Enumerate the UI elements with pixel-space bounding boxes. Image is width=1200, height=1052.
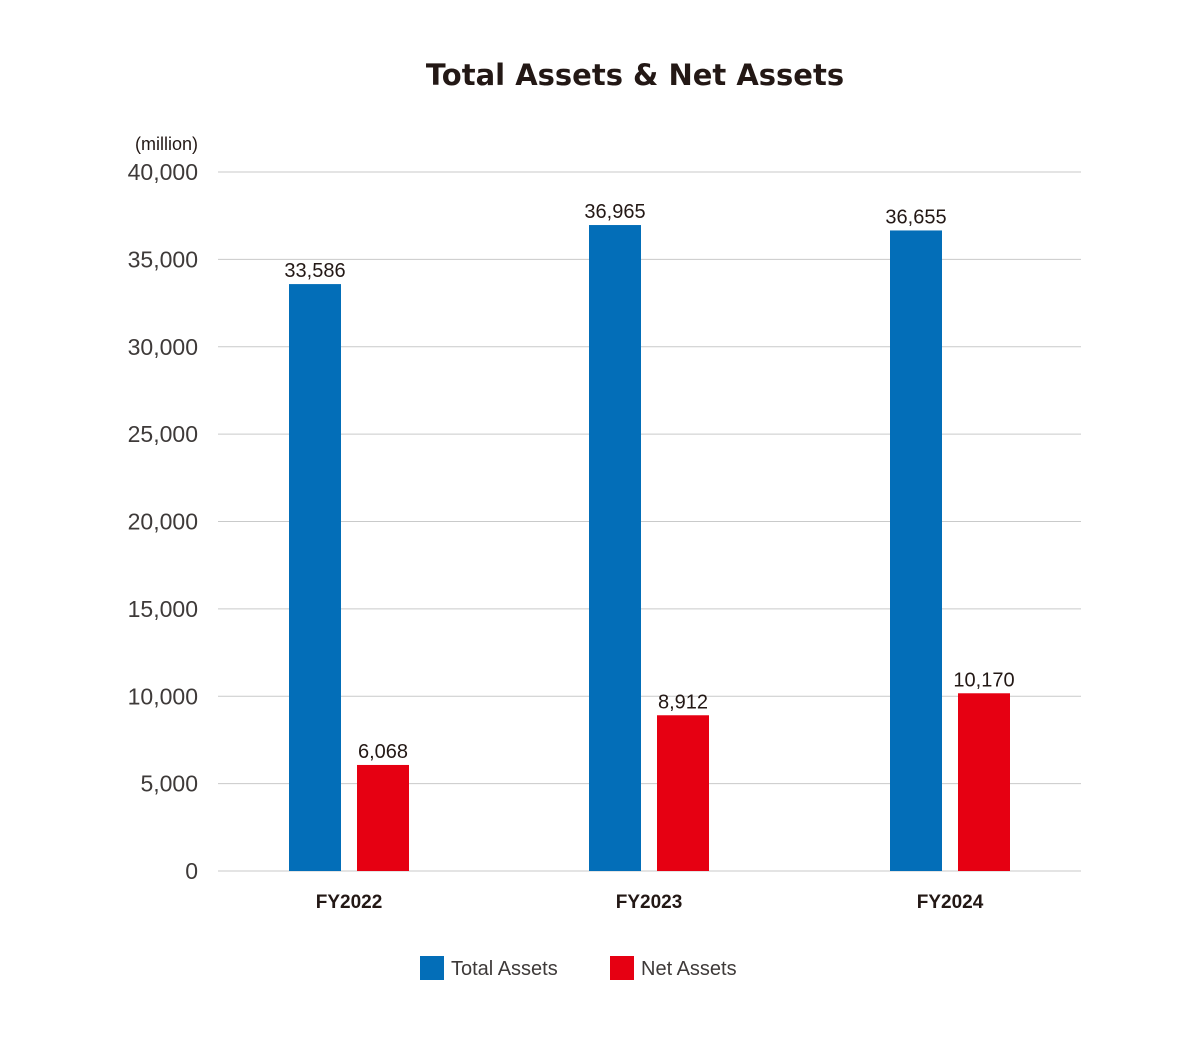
data-label: 33,586 <box>284 260 345 282</box>
y-tick-label: 15,000 <box>128 596 198 622</box>
bar <box>357 764 409 871</box>
y-tick-label: 0 <box>185 858 198 884</box>
y-tick-label: 5,000 <box>140 771 198 797</box>
legend-label: Total Assets <box>451 958 558 980</box>
bar <box>657 715 709 871</box>
bar <box>589 225 641 871</box>
y-tick-label: 30,000 <box>128 334 198 360</box>
x-axis-ticks: FY2022 FY2023 FY2024 <box>316 892 984 913</box>
y-tick-label: 10,000 <box>128 683 198 709</box>
bar <box>958 693 1010 871</box>
data-label: 8,912 <box>658 691 708 713</box>
gridlines <box>218 171 1081 872</box>
data-label: 6,068 <box>358 741 408 763</box>
y-axis-ticks: 0 5,000 10,000 15,000 20,000 25,000 30,000 35,0… <box>128 159 198 884</box>
y-tick-label: 40,000 <box>128 159 198 185</box>
legend-swatch <box>420 956 444 980</box>
bar <box>289 284 341 871</box>
legend-swatch <box>610 956 634 980</box>
data-label: 10,170 <box>953 669 1014 691</box>
legend-label: Net Assets <box>641 958 737 980</box>
y-tick-label: 20,000 <box>128 509 198 535</box>
x-tick-label: FY2024 <box>917 892 984 913</box>
y-tick-label: 25,000 <box>128 421 198 447</box>
y-axis-unit-label: (million) <box>135 134 198 154</box>
y-tick-label: 35,000 <box>128 246 198 272</box>
data-labels: 33,586 36,965 36,655 6,068 8,912 10,170 <box>284 201 1014 763</box>
data-label: 36,965 <box>584 201 645 223</box>
x-tick-label: FY2022 <box>316 892 383 913</box>
bar <box>890 230 942 872</box>
data-label: 36,655 <box>885 206 946 228</box>
chart-title: Total Assets & Net Assets <box>426 58 844 92</box>
legend: Total Assets Net Assets <box>420 956 737 980</box>
x-tick-label: FY2023 <box>616 892 683 913</box>
bars <box>289 225 1010 872</box>
